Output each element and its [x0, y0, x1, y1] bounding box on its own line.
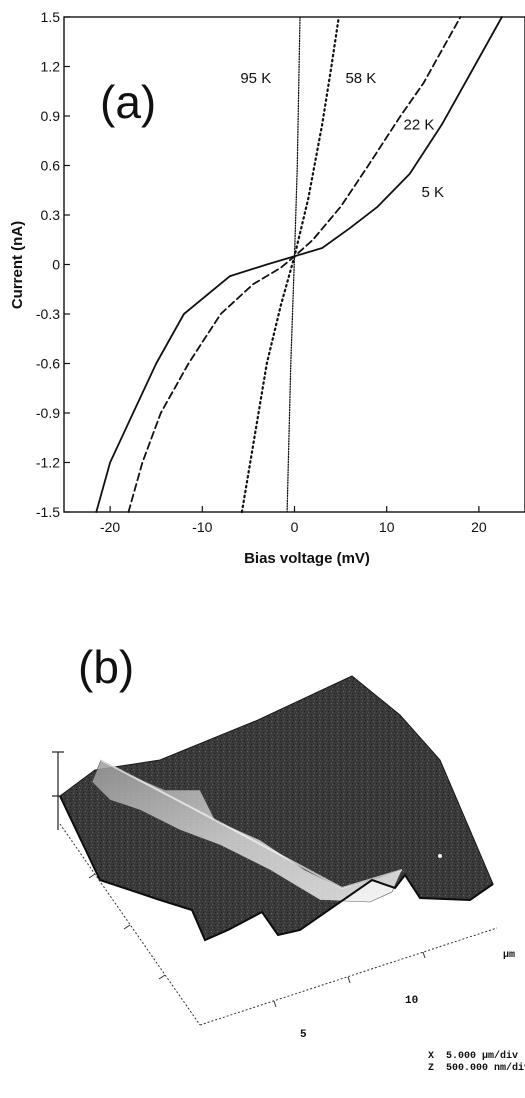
- series-annotation: 95 K: [240, 70, 271, 87]
- axis-unit-label: μm: [503, 950, 515, 961]
- base-axis-right: [199, 927, 498, 1026]
- y-axis: 1.5 1.2 0.9 0.6 0.3 0 -0.3 -0.6 -0.9 -1.2 -1.5: [36, 9, 70, 520]
- scale-x-line: X 5.000 μm/div: [428, 1050, 518, 1062]
- y-tick-label: 0: [52, 257, 60, 273]
- series-annotation: 5 K: [422, 184, 445, 201]
- y-tick-label: -0.3: [36, 306, 60, 322]
- x-tick-label: 20: [471, 519, 487, 535]
- y-tick-label: 0.9: [41, 108, 61, 124]
- axis-tick-10: 10: [405, 995, 418, 1007]
- y-tick-label: 1.2: [41, 59, 61, 75]
- x-axis: -20 -10 0 10 20: [100, 506, 487, 535]
- afm-surface: [59, 675, 494, 941]
- z-scale-bar: [52, 751, 64, 830]
- series-annotation: 22 K: [404, 116, 435, 133]
- x-tick-label: 0: [291, 519, 299, 535]
- base-axis-ticks: [88, 873, 426, 1008]
- x-axis-label: Bias voltage (mV): [244, 550, 370, 567]
- y-tick-label: -0.6: [36, 356, 60, 372]
- scale-z-line: Z 500.000 nm/div: [428, 1062, 525, 1074]
- series-annotation: 58 K: [345, 70, 376, 87]
- x-tick-label: -10: [192, 519, 212, 535]
- axis-tick-5: 5: [300, 1029, 307, 1041]
- y-tick-label: -1.2: [36, 455, 60, 471]
- panel-a-chart: 1.5 1.2 0.9 0.6 0.3 0 -0.3 -0.6 -0.9 -1.2 -1.5 -20…: [9, 9, 525, 567]
- series-layer: [95, 15, 503, 514]
- panel-b-afm-image: (b) 5 10 μm X 5.000 μm/div Z 5: [52, 641, 525, 1074]
- y-tick-label: -0.9: [36, 405, 60, 421]
- panel-b-label: (b): [78, 641, 134, 693]
- y-tick-label: 0.6: [41, 158, 61, 174]
- afm-front-edge: [59, 795, 494, 942]
- annotation-layer: 95 K 58 K 22 K 5 K: [240, 70, 444, 201]
- series-line-5k: [95, 16, 503, 513]
- y-tick-label: 0.3: [41, 207, 61, 223]
- surface-particle: [438, 854, 442, 858]
- y-tick-label: -1.5: [36, 504, 60, 520]
- series-line-58k: [240, 15, 340, 514]
- series-line-95k: [286, 16, 301, 513]
- x-tick-label: 10: [379, 519, 395, 535]
- panel-a-label: (a): [100, 76, 156, 128]
- base-axis-left: [59, 823, 201, 1026]
- x-tick-label: -20: [100, 519, 120, 535]
- y-axis-label: Current (nA): [9, 221, 26, 309]
- y-tick-label: 1.5: [41, 9, 61, 25]
